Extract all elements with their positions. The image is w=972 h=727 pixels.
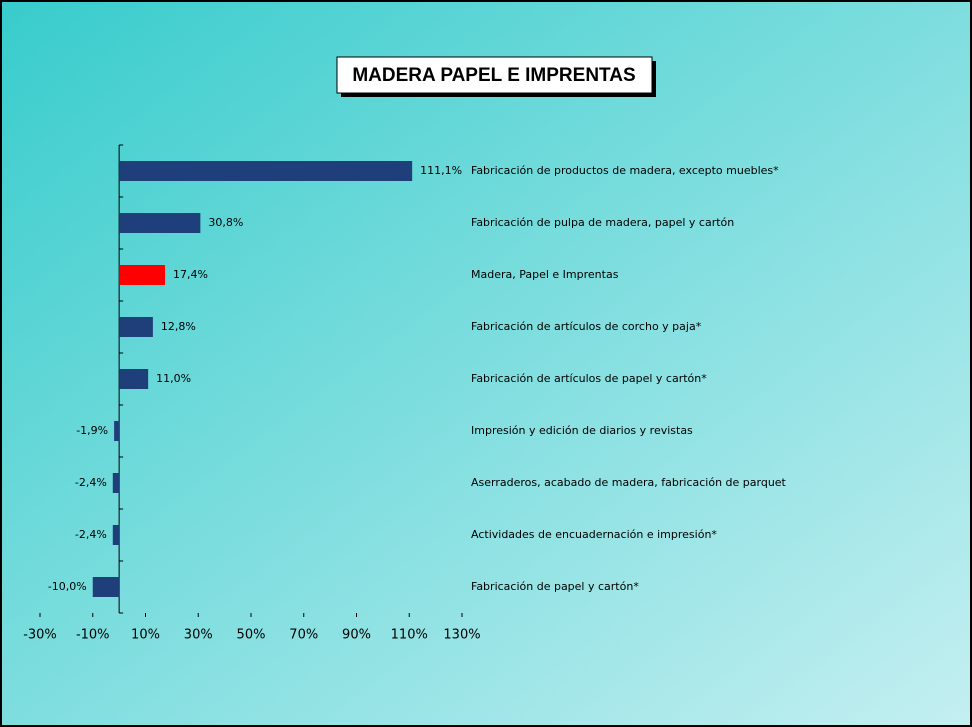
value-label: 30,8%	[208, 216, 243, 229]
value-label: 111,1%	[420, 164, 462, 177]
bar	[114, 421, 120, 441]
chart-title: MADERA PAPEL E IMPRENTAS	[352, 65, 635, 86]
x-tick-label: -30%	[23, 628, 57, 643]
value-label: 11,0%	[156, 372, 191, 385]
category-label: Fabricación de papel y cartón*	[471, 580, 639, 593]
x-tick-label: 130%	[443, 628, 480, 643]
category-label: Impresión y edición de diarios y revista…	[471, 424, 693, 437]
category-label: Fabricación de artículos de papel y cart…	[471, 372, 707, 385]
bar	[92, 577, 120, 597]
bar	[112, 473, 120, 493]
bar	[119, 265, 166, 285]
bar	[119, 161, 413, 181]
category-label: Fabricación de artículos de corcho y paj…	[471, 320, 702, 333]
value-label: -2,4%	[75, 528, 107, 541]
x-tick-label: -10%	[76, 628, 110, 643]
title-box	[336, 56, 653, 94]
value-label: 12,8%	[161, 320, 196, 333]
value-label: -10,0%	[48, 580, 87, 593]
category-label: Fabricación de productos de madera, exce…	[471, 164, 779, 177]
x-tick-label: 90%	[342, 628, 371, 643]
x-tick-label: 30%	[184, 628, 213, 643]
category-label: Fabricación de pulpa de madera, papel y …	[471, 216, 734, 229]
category-label: Actividades de encuadernación e impresió…	[471, 528, 717, 541]
category-label: Aserraderos, acabado de madera, fabricac…	[471, 476, 787, 489]
category-label: Madera, Papel e Imprentas	[471, 268, 619, 281]
x-tick-label: 50%	[237, 628, 266, 643]
value-label: 17,4%	[173, 268, 208, 281]
value-label: -2,4%	[75, 476, 107, 489]
bar	[119, 317, 153, 337]
x-tick-label: 70%	[289, 628, 318, 643]
bar	[119, 369, 149, 389]
x-tick-label: 10%	[131, 628, 160, 643]
value-label: -1,9%	[76, 424, 108, 437]
x-tick-label: 110%	[391, 628, 428, 643]
bar	[119, 213, 201, 233]
bar	[112, 525, 120, 545]
